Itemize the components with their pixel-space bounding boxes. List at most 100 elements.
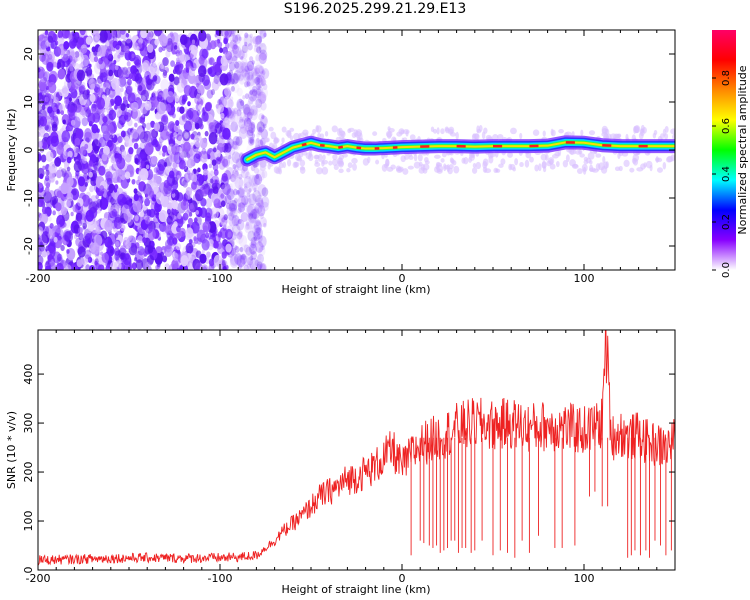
noise-blob — [81, 117, 89, 127]
noise-blob — [38, 226, 44, 236]
noise-blob — [235, 136, 243, 146]
noise-blob — [232, 34, 239, 43]
noise-blob — [55, 169, 63, 179]
spectrogram-x-tick-label: -200 — [26, 272, 51, 285]
noise-blob — [183, 84, 192, 97]
noise-blob — [207, 221, 217, 233]
noise-blob — [69, 66, 74, 72]
noise-blob — [84, 70, 89, 76]
noise-blob — [167, 121, 176, 132]
noise-blob — [430, 126, 435, 133]
noise-blob — [227, 231, 233, 238]
noise-blob — [519, 132, 523, 140]
noise-blob — [231, 44, 239, 55]
noise-blob — [47, 106, 53, 114]
noise-blob — [164, 225, 170, 234]
noise-blob — [213, 240, 219, 249]
noise-blob — [259, 247, 263, 252]
noise-blob — [105, 171, 113, 182]
noise-blob — [85, 264, 91, 270]
spectrogram-y-tick-label: 0 — [22, 147, 35, 154]
noise-blob — [448, 126, 455, 134]
noise-blob — [220, 184, 228, 193]
spectrogram-y-tick-label: -20 — [22, 237, 35, 255]
noise-blob — [255, 174, 260, 180]
noise-blob — [237, 187, 245, 198]
noise-blob — [44, 124, 49, 131]
noise-blob — [507, 151, 513, 158]
noise-blob — [46, 137, 53, 145]
noise-blob — [238, 263, 243, 269]
noise-blob — [176, 42, 181, 48]
noise-blob — [197, 85, 204, 94]
noise-blob — [52, 251, 62, 264]
noise-blob — [66, 58, 71, 65]
noise-blob — [226, 207, 234, 217]
noise-blob — [236, 112, 240, 117]
noise-blob — [289, 127, 295, 132]
noise-blob — [250, 249, 255, 255]
noise-blob — [128, 146, 134, 155]
noise-blob — [424, 157, 429, 163]
noise-blob — [73, 50, 82, 62]
noise-blob — [134, 122, 138, 128]
noise-blob — [117, 54, 121, 59]
noise-blob — [38, 141, 43, 148]
noise-blob — [254, 38, 260, 45]
noise-blob — [640, 163, 646, 170]
noise-blob — [222, 127, 231, 140]
noise-blob — [351, 157, 358, 164]
noise-blob — [57, 224, 61, 229]
noise-blob — [246, 197, 252, 205]
noise-blob — [120, 149, 127, 158]
noise-blob — [263, 117, 268, 124]
noise-blob — [171, 199, 179, 210]
noise-blob — [273, 137, 280, 143]
noise-blob — [256, 261, 263, 270]
noise-blob — [229, 220, 233, 227]
noise-blob — [154, 30, 161, 35]
noise-blob — [441, 152, 447, 158]
noise-blob — [101, 252, 109, 263]
noise-blob — [238, 140, 243, 147]
noise-blob — [258, 113, 265, 122]
noise-blob — [233, 193, 240, 202]
noise-blob — [236, 189, 240, 195]
noise-blob — [98, 143, 102, 148]
noise-blob — [201, 239, 210, 251]
noise-blob — [127, 92, 136, 104]
noise-blob — [440, 128, 445, 135]
noise-blob — [204, 130, 209, 137]
noise-blob — [236, 109, 242, 117]
noise-blob — [262, 218, 267, 226]
noise-blob — [107, 139, 113, 148]
noise-blob — [176, 134, 182, 142]
noise-blob — [253, 66, 258, 72]
noise-blob — [38, 255, 44, 266]
snr-line — [38, 330, 675, 566]
noise-blob — [483, 127, 488, 134]
noise-blob — [45, 182, 51, 189]
noise-blob — [231, 200, 237, 208]
noise-blob — [81, 111, 87, 118]
noise-blob — [234, 61, 240, 69]
noise-blob — [249, 89, 253, 95]
noise-blob — [148, 129, 157, 140]
noise-blob — [139, 160, 145, 169]
noise-blob — [172, 252, 179, 261]
noise-blob — [263, 222, 267, 228]
noise-blob — [105, 193, 113, 203]
noise-blob — [227, 171, 232, 179]
noise-blob — [154, 38, 160, 46]
noise-blob — [261, 196, 270, 208]
noise-blob — [52, 61, 58, 68]
noise-blob — [230, 253, 239, 266]
noise-blob — [99, 197, 109, 210]
noise-blob — [196, 98, 204, 107]
noise-blob — [352, 163, 357, 171]
noise-blob — [248, 211, 257, 224]
noise-blob — [243, 106, 252, 118]
noise-blob — [582, 166, 587, 175]
noise-blob — [241, 62, 250, 74]
noise-blob — [56, 144, 64, 156]
